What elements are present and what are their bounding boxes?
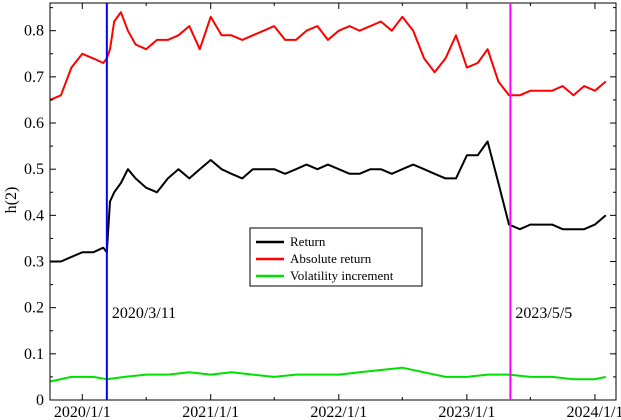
x-tick-label: 2022/1/1 (310, 404, 367, 420)
event-label-0: 2020/3/11 (112, 305, 176, 322)
x-tick-label: 2021/1/1 (182, 404, 239, 420)
x-tick-label: 2023/1/1 (438, 404, 495, 420)
y-tick-label: 0.3 (24, 254, 44, 271)
y-tick-label: 0.2 (24, 300, 44, 317)
marker-annotations: 2020/3/11 2023/5/5 (105, 3, 572, 400)
event-label-1: 2023/5/5 (515, 305, 572, 322)
y-tick-label: 0.6 (24, 115, 44, 132)
series-line-return (50, 140, 607, 263)
x-tick-label: 2024/1/1 (567, 404, 621, 420)
y-tick-label: 0.4 (24, 207, 44, 224)
y-tick-label: 0.8 (24, 23, 44, 40)
legend-entry-label: Absolute return (290, 251, 372, 266)
series-line-volatility-increment (49, 366, 607, 383)
legend-entry-label: Volatility increment (290, 268, 394, 283)
y-tick-label: 0 (36, 392, 44, 409)
y-tick-label: 0.1 (24, 346, 44, 363)
legend-entry-label: Return (290, 234, 326, 249)
x-tick-label: 2020/1/1 (54, 404, 111, 420)
series-line-absolute-return (49, 11, 607, 101)
y-axis: 0 0.1 0.2 0.3 0.4 0.5 0.6 0.7 0.8 (24, 7, 616, 409)
y-axis-title: h(2) (3, 187, 20, 214)
x-axis: 2020/1/1 2021/1/1 2022/1/1 2023/1/1 2024/1/1 (54, 3, 621, 420)
plot-frame (49, 2, 617, 401)
y-tick-label: 0.5 (24, 161, 44, 178)
legend: Return Absolute return Volatility incremen… (249, 227, 423, 287)
plot-content (49, 11, 607, 383)
y-tick-label: 0.7 (24, 69, 44, 86)
